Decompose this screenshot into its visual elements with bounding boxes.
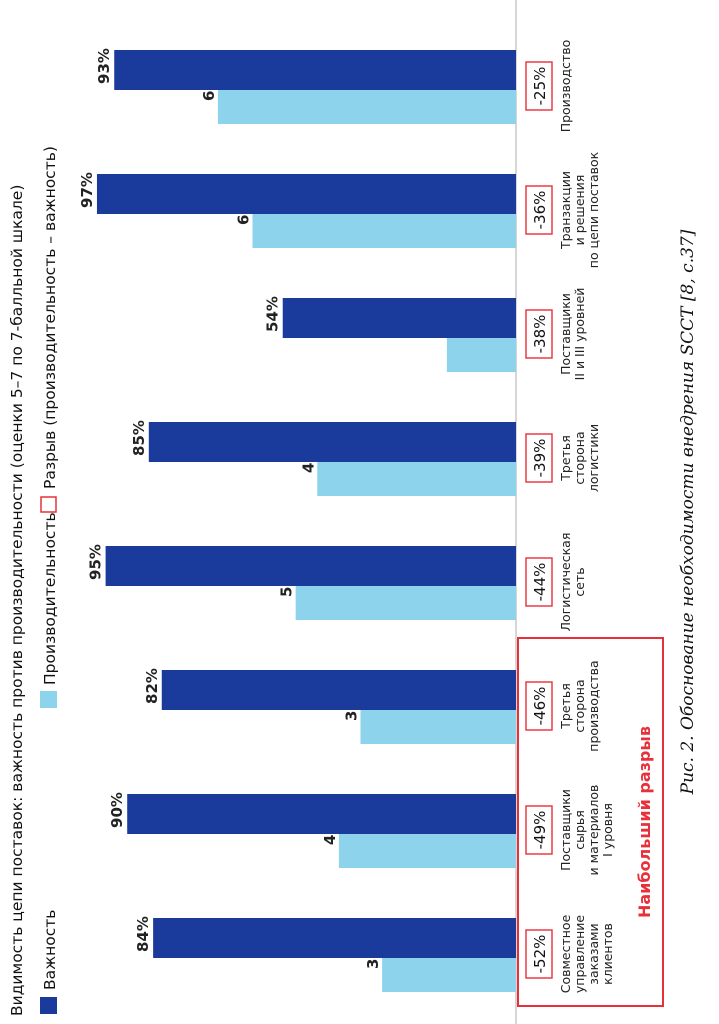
category-label: по цепи поставок [586,151,601,268]
gap-box [525,929,553,979]
category-label: Поставщики [558,789,573,871]
category-label: и материалов [586,785,601,876]
bar-performance [217,84,516,124]
bar-performance [338,828,516,868]
data-label-importance: 95% [87,544,105,580]
data-label-importance: 97% [78,172,96,208]
category-label: Логистическая [558,533,573,632]
category-label: Поставщики [558,293,573,375]
bar-performance [446,332,517,372]
gap-value: -49% [531,811,549,850]
gap-box [525,681,553,731]
gap-value: -36% [531,191,549,230]
legend-swatch-performance [40,691,57,708]
legend-swatch-gap [40,496,57,513]
bar-importance [161,670,516,710]
gap-value: -39% [531,439,549,478]
legend-swatch-importance [40,997,57,1014]
gap-value: -38% [531,315,549,354]
category-label: сторона [572,431,587,484]
gap-value: -25% [531,67,549,106]
category-label: Третья [558,435,573,481]
gap-value: -44% [531,563,549,602]
bar-importance [127,794,516,834]
bar-importance [148,422,517,462]
bar-importance [282,298,516,338]
legend-label-performance: Производительность [41,512,59,685]
gap-value: -46% [531,687,549,726]
gap-box [525,805,553,855]
category-label: I уровня [600,803,615,857]
gap-box [525,61,553,111]
category-label: клиентов [600,923,615,985]
category-label: Транзакции [558,171,573,250]
bar-importance [114,50,517,90]
bar-performance [252,208,516,248]
category-label: производства [586,660,601,751]
data-label-importance: 90% [108,792,126,828]
gap-box [525,557,553,607]
gap-box [525,185,553,235]
category-label: II и III уровней [572,288,587,381]
category-label: логистики [586,424,601,492]
legend-label-gap: Разрыв (производительность – важность) [41,146,59,489]
category-label: заказами [586,923,601,984]
category-label: Третья [558,683,573,729]
bar-importance [96,174,517,214]
category-label: сырья [572,810,587,850]
legend-label-importance: Важность [41,910,59,990]
category-label: Совместное [558,914,573,993]
data-label-importance: 82% [143,668,161,704]
bar-performance [382,952,516,992]
category-label: сторона [572,679,587,732]
data-label-importance: 84% [134,916,152,952]
bar-importance [153,918,516,958]
bar-performance [295,580,516,620]
category-label: Производство [558,40,573,133]
highlight-label: Наибольший разрыв [635,726,654,918]
data-label-importance: 93% [95,48,113,84]
gap-box [525,433,553,483]
category-label: управление [572,915,587,994]
bar-performance [317,456,516,496]
bar-importance [105,546,516,586]
data-label-importance: 85% [130,420,148,456]
bar-performance [360,704,517,744]
highlight-box [517,637,664,1007]
gap-box [525,309,553,359]
data-label-importance: 54% [264,296,282,332]
chart-title: Видимость цепи поставок: важность против… [8,185,26,1016]
gap-value: -52% [531,935,549,974]
category-label: сеть [572,567,587,596]
category-label: и решения [572,175,587,246]
